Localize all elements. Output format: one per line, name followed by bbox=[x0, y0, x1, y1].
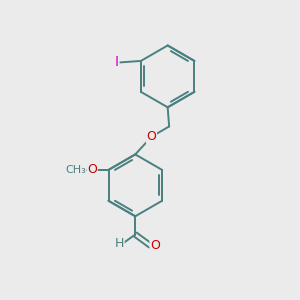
Text: O: O bbox=[146, 130, 156, 143]
Text: H: H bbox=[115, 237, 124, 250]
Text: O: O bbox=[150, 239, 160, 252]
Text: CH₃: CH₃ bbox=[65, 165, 86, 175]
Text: O: O bbox=[87, 164, 97, 176]
Text: I: I bbox=[115, 56, 119, 69]
